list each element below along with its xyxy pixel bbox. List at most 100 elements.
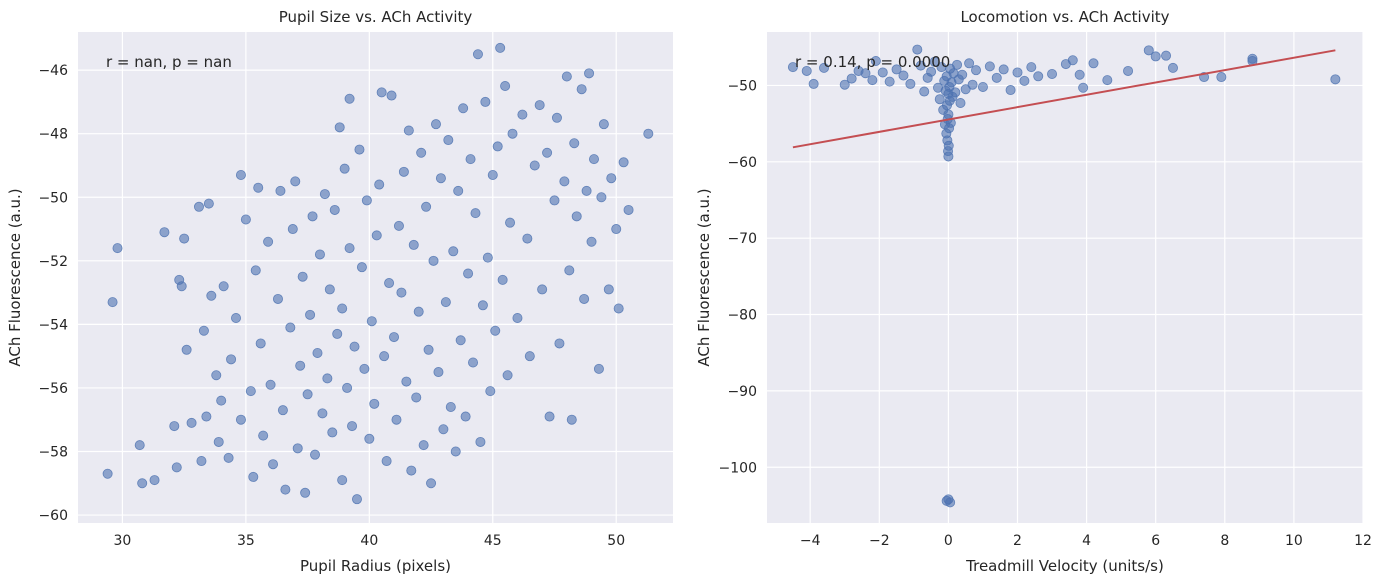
data-point <box>137 478 148 489</box>
data-point <box>327 427 338 438</box>
data-point <box>1005 85 1016 96</box>
y-tick-label: −50 <box>38 190 68 206</box>
data-point <box>411 392 422 403</box>
y-tick-label: −60 <box>38 508 68 524</box>
data-point <box>482 252 493 263</box>
data-point <box>206 290 217 301</box>
data-point <box>450 446 461 457</box>
data-point <box>347 421 358 432</box>
data-point <box>1167 62 1178 73</box>
data-point <box>364 433 375 444</box>
data-point <box>867 75 878 86</box>
data-point <box>401 376 412 387</box>
data-point <box>468 357 479 368</box>
data-point <box>403 125 414 136</box>
y-tick-label: −60 <box>727 155 757 171</box>
data-point <box>408 239 419 250</box>
data-point <box>393 220 404 231</box>
data-point <box>302 389 313 400</box>
data-point <box>1123 65 1134 76</box>
x-tick-label: −4 <box>800 533 821 549</box>
data-point <box>808 78 819 89</box>
data-point <box>272 293 283 304</box>
data-point <box>564 265 575 276</box>
data-point <box>586 236 597 247</box>
data-point <box>448 246 459 257</box>
data-point <box>593 363 604 374</box>
data-point <box>344 93 355 104</box>
data-point <box>1143 45 1154 56</box>
data-point <box>891 64 902 75</box>
data-point <box>255 338 266 349</box>
data-point <box>507 128 518 139</box>
data-point <box>317 408 328 419</box>
data-point <box>905 78 916 89</box>
data-point <box>440 297 451 308</box>
data-point <box>537 284 548 295</box>
data-point <box>919 86 930 97</box>
y-tick-label: −48 <box>38 127 68 143</box>
data-point <box>787 62 798 73</box>
data-point <box>337 475 348 486</box>
data-point <box>984 61 995 72</box>
data-point <box>369 398 380 409</box>
data-point <box>571 211 582 222</box>
data-point <box>426 478 437 489</box>
data-point <box>290 176 301 187</box>
data-point <box>433 367 444 378</box>
data-point <box>598 119 609 130</box>
data-point <box>566 414 577 425</box>
data-point <box>337 303 348 314</box>
data-point <box>801 65 812 76</box>
data-point <box>181 344 192 355</box>
y-tick-label: −100 <box>719 460 757 476</box>
data-point <box>500 81 511 92</box>
data-point <box>1161 50 1172 61</box>
data-point <box>952 59 963 70</box>
data-point <box>977 81 988 92</box>
data-point <box>253 182 264 193</box>
data-point <box>285 322 296 333</box>
x-tick-label: 2 <box>1013 533 1022 549</box>
data-point <box>275 185 286 196</box>
data-point <box>268 459 279 470</box>
data-point <box>198 325 209 336</box>
data-point <box>277 405 288 416</box>
correlation-annotation: r = nan, p = nan <box>106 53 232 71</box>
data-point <box>389 332 400 343</box>
data-point <box>584 68 595 79</box>
data-point <box>1330 74 1341 85</box>
data-point <box>186 417 197 428</box>
data-point <box>455 335 466 346</box>
data-point <box>926 66 937 77</box>
data-point <box>463 268 474 279</box>
data-point <box>505 217 516 228</box>
data-point <box>943 140 954 151</box>
data-point <box>950 87 961 98</box>
data-point <box>280 484 291 495</box>
data-point <box>1019 75 1030 86</box>
data-point <box>416 147 427 158</box>
data-point <box>223 452 234 463</box>
data-point <box>472 49 483 60</box>
data-point <box>517 109 528 120</box>
data-point <box>877 67 888 78</box>
data-point <box>579 293 590 304</box>
data-point <box>149 475 160 486</box>
data-point <box>522 233 533 244</box>
data-point <box>159 227 170 238</box>
data-point <box>929 56 940 67</box>
plot-area <box>78 32 673 523</box>
x-tick-label: 40 <box>360 533 378 549</box>
data-point <box>943 109 954 120</box>
data-point <box>305 309 316 320</box>
data-point <box>314 249 325 260</box>
scatter-points <box>102 42 654 505</box>
data-point <box>477 300 488 311</box>
x-axis-label: Pupil Radius (pixels) <box>300 557 451 575</box>
y-tick-label: −46 <box>38 63 68 79</box>
data-point <box>213 436 224 447</box>
x-tick-label: 35 <box>237 533 255 549</box>
data-point <box>480 96 491 107</box>
data-point <box>250 265 261 276</box>
